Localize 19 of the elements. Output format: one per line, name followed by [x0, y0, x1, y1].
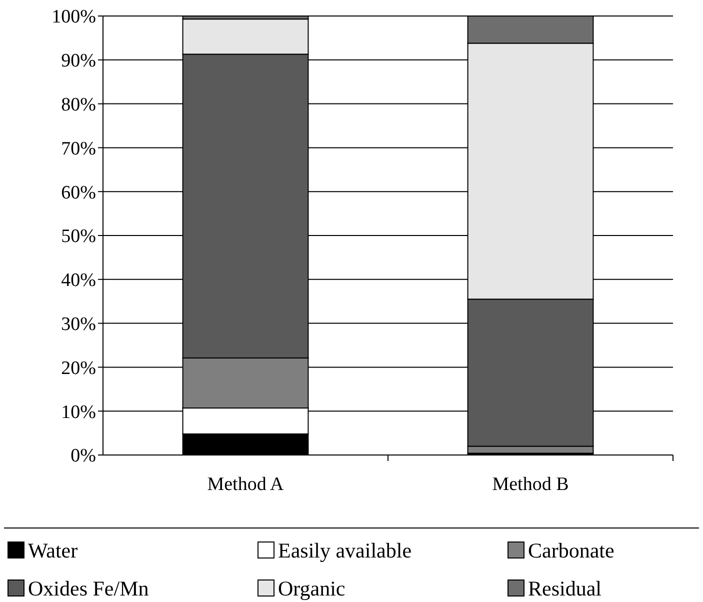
y-tick-label: 80%: [61, 94, 96, 116]
legend-label: Organic: [278, 576, 346, 600]
y-tick-label: 100%: [52, 6, 96, 28]
legend-label: Carbonate: [528, 538, 614, 562]
x-tick-label: Method A: [207, 474, 284, 495]
y-tick-label: 90%: [61, 50, 96, 72]
legend-label: Water: [28, 538, 78, 562]
y-tick-label: 60%: [61, 182, 96, 204]
x-tick-label: Method B: [492, 474, 569, 495]
y-tick-label: 20%: [61, 358, 96, 379]
legend-label: Oxides Fe/Mn: [28, 576, 150, 600]
legend-label: Residual: [528, 576, 602, 600]
y-tick-label: 50%: [61, 226, 96, 248]
y-tick-label: 0%: [70, 446, 96, 467]
y-tick-label: 70%: [61, 138, 96, 160]
legend-label: Easily available: [278, 538, 412, 562]
y-tick-label: 30%: [61, 314, 96, 335]
y-tick-label: 10%: [61, 402, 96, 423]
y-tick-label: 40%: [61, 270, 96, 292]
